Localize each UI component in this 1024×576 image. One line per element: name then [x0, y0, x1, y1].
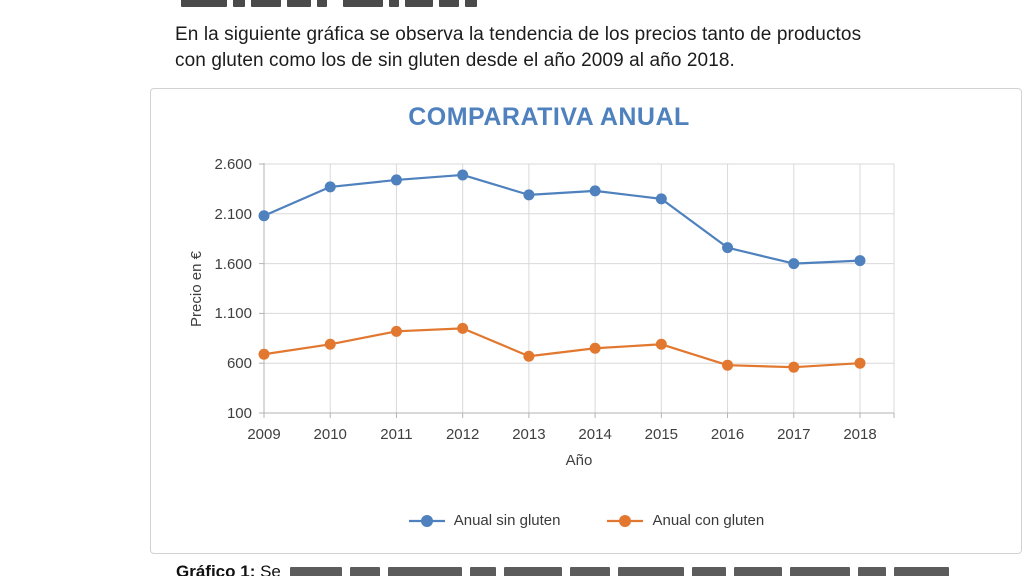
x-tick-label: 2016: [710, 426, 745, 443]
chart-title: COMPARATIVA ANUAL: [408, 103, 690, 131]
data-point-anual-con-gluten-2016: [722, 359, 734, 371]
caption-text-start: Se: [260, 562, 281, 576]
data-point-anual-sin-gluten-2015: [655, 193, 667, 205]
y-tick-label: 1.600: [214, 255, 252, 273]
data-point-anual-sin-gluten-2013: [523, 189, 535, 201]
cropped-caption-continuation: [286, 562, 953, 576]
series-line-anual-con-gluten: [263, 327, 861, 369]
x-tick-label: 2015: [644, 426, 679, 443]
y-tick-label: 1.100: [214, 305, 252, 323]
x-tick-label: 2018: [843, 426, 877, 443]
y-tick-label: 600: [226, 355, 252, 373]
y-tick-label: 2.100: [214, 205, 252, 223]
legend-marker-anual-sin-gluten: [408, 514, 445, 527]
data-point-anual-sin-gluten-2012: [457, 169, 469, 181]
x-axis-title: Año: [565, 452, 593, 469]
data-point-anual-con-gluten-2017: [788, 361, 800, 373]
x-tick-label: 2011: [380, 426, 413, 443]
y-axis-title: Precio en €: [188, 251, 205, 327]
caption-label: Gráfico 1:: [176, 562, 256, 576]
x-tick-label: 2013: [512, 426, 546, 443]
data-point-anual-sin-gluten-2011: [390, 174, 402, 186]
data-point-anual-sin-gluten-2014: [589, 185, 601, 197]
line-chart: [258, 163, 895, 418]
legend-label-anual-sin-gluten: Anual sin gluten: [453, 512, 561, 529]
data-point-anual-sin-gluten-2009: [258, 210, 270, 222]
x-tick-label: 2012: [445, 426, 480, 443]
chart-legend: Anual sin gluten Anual con gluten: [151, 512, 1021, 529]
x-tick-label: 2017: [777, 426, 811, 443]
data-point-anual-con-gluten-2014: [589, 342, 601, 354]
data-point-anual-con-gluten-2013: [523, 350, 535, 362]
figure-caption: Gráfico 1: Se: [176, 562, 949, 576]
series-line-anual-sin-gluten: [263, 173, 861, 265]
data-point-anual-con-gluten-2011: [390, 325, 402, 337]
y-tick-label: 100: [226, 405, 252, 422]
legend-item-anual-con-gluten: Anual con gluten: [606, 512, 764, 529]
data-point-anual-sin-gluten-2010: [324, 181, 336, 193]
intro-paragraph: En la siguiente gráfica se observa la te…: [175, 22, 905, 74]
cropped-heading-fragment: [181, 0, 483, 7]
x-tick-label: 2010: [313, 426, 347, 443]
intro-line-2: con gluten como los de sin gluten desde …: [175, 50, 735, 71]
legend-item-anual-sin-gluten: Anual sin gluten: [408, 512, 561, 529]
data-point-anual-sin-gluten-2017: [788, 258, 800, 270]
intro-line-1: En la siguiente gráfica se observa la te…: [175, 24, 862, 45]
data-point-anual-con-gluten-2018: [854, 357, 866, 369]
data-point-anual-sin-gluten-2016: [722, 242, 734, 254]
x-tick-label: 2009: [247, 426, 281, 443]
data-point-anual-con-gluten-2015: [655, 338, 667, 350]
y-tick-label: 2.600: [214, 156, 252, 173]
legend-label-anual-con-gluten: Anual con gluten: [652, 512, 765, 529]
data-point-anual-sin-gluten-2018: [854, 255, 866, 267]
legend-marker-anual-con-gluten: [607, 514, 644, 527]
data-point-anual-con-gluten-2012: [457, 322, 469, 334]
chart-card: COMPARATIVA ANUAL 100 600 1.100 1.600 2.100 2…: [150, 88, 1022, 554]
x-tick-label: 2014: [578, 426, 612, 443]
data-point-anual-con-gluten-2010: [324, 338, 336, 350]
data-point-anual-con-gluten-2009: [258, 348, 270, 360]
